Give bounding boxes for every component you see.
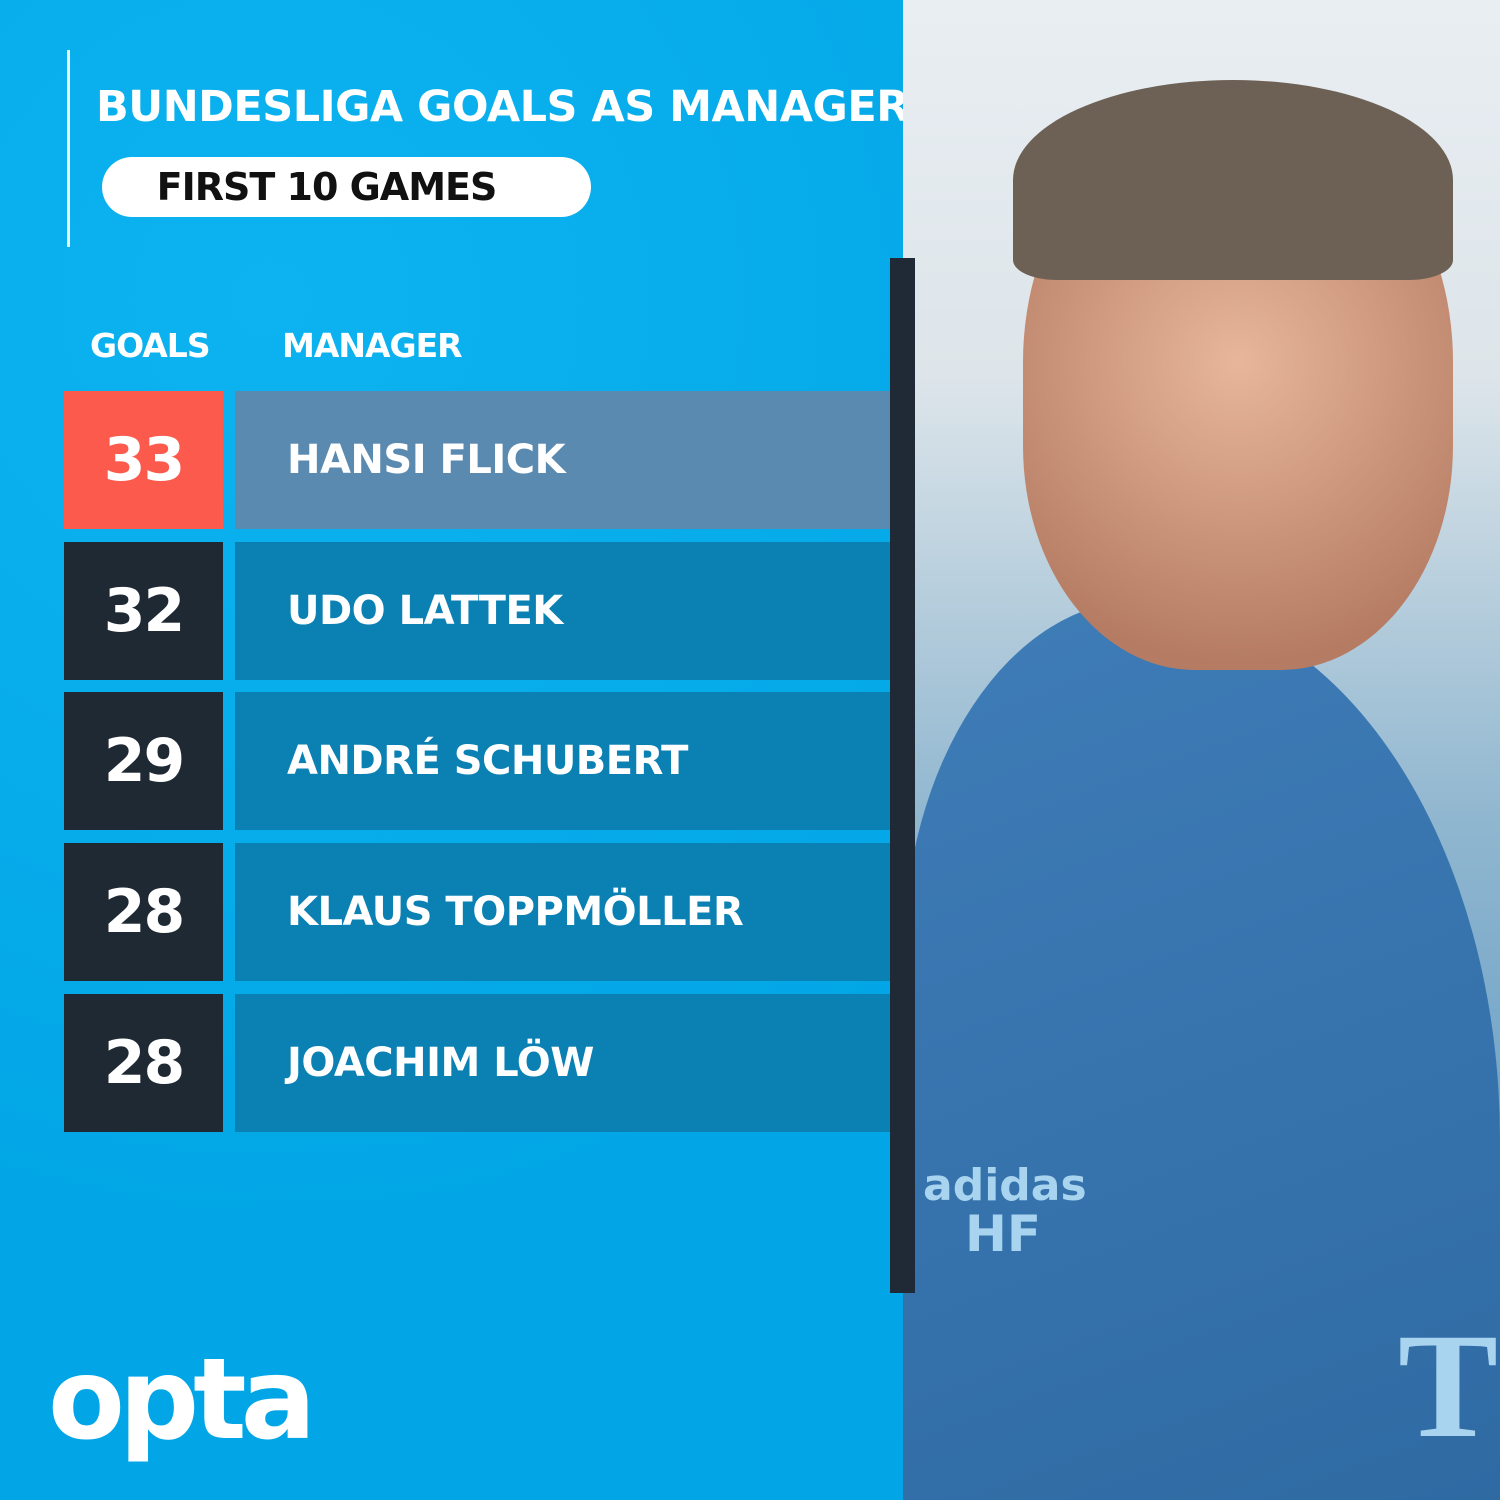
goals-value: 28 — [64, 843, 223, 981]
table-row: 29 ANDRÉ SCHUBERT — [64, 692, 890, 830]
infographic-panel: BUNDESLIGA GOALS AS MANAGER FIRST 10 GAM… — [0, 0, 909, 1500]
manager-photo: adidas HF T — [903, 0, 1500, 1500]
manager-name: KLAUS TOPPMÖLLER — [235, 843, 890, 981]
goals-value: 32 — [64, 542, 223, 680]
table-row: 33 HANSI FLICK — [64, 391, 890, 529]
goals-value: 33 — [64, 391, 223, 529]
table-row: 28 KLAUS TOPPMÖLLER — [64, 843, 890, 981]
column-header-goals: GOALS — [90, 326, 211, 365]
jacket-brand: adidas — [923, 1160, 1087, 1211]
hair — [1013, 80, 1453, 280]
chart-title: BUNDESLIGA GOALS AS MANAGER — [96, 82, 909, 132]
manager-name: HANSI FLICK — [235, 391, 890, 529]
divider-line — [67, 50, 70, 247]
manager-name: ANDRÉ SCHUBERT — [235, 692, 890, 830]
sponsor-logo: T — [1398, 1303, 1499, 1469]
goals-value: 28 — [64, 994, 223, 1132]
table-row: 32 UDO LATTEK — [64, 542, 890, 680]
goals-value: 29 — [64, 692, 223, 830]
table-row: 28 JOACHIM LÖW — [64, 994, 890, 1132]
accent-bar — [890, 258, 915, 1293]
jacket-initials: HF — [965, 1205, 1042, 1263]
opta-logo: opta — [48, 1335, 316, 1465]
subtitle-pill: FIRST 10 GAMES — [102, 157, 591, 217]
column-header-manager: MANAGER — [282, 326, 463, 365]
manager-name: JOACHIM LÖW — [235, 994, 890, 1132]
manager-name: UDO LATTEK — [235, 542, 890, 680]
